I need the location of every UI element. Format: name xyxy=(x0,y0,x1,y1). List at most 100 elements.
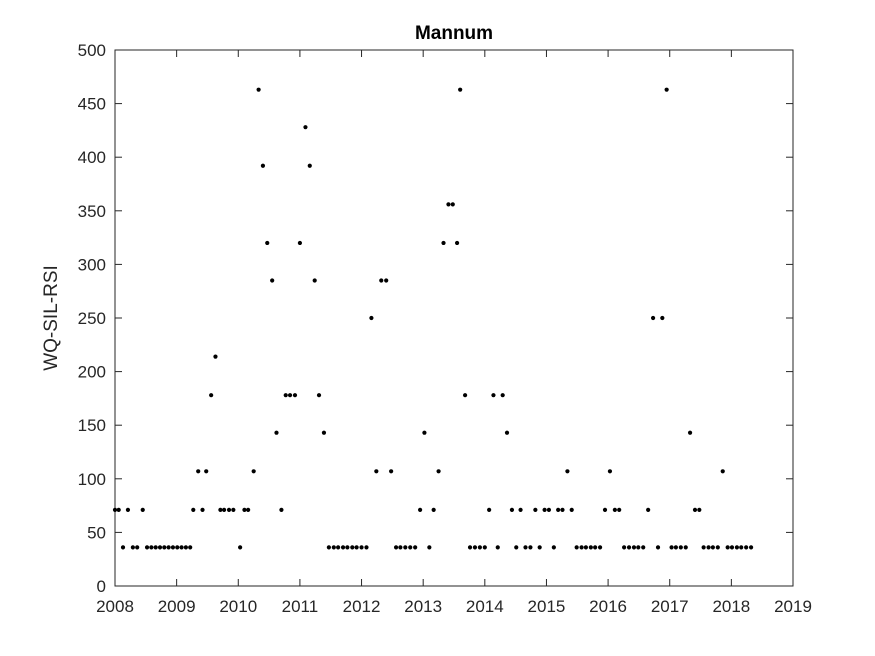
data-point xyxy=(270,278,275,283)
data-point xyxy=(350,545,355,550)
data-point xyxy=(660,315,665,321)
data-point xyxy=(583,545,589,550)
data-point xyxy=(436,469,441,474)
data-point xyxy=(450,202,455,207)
data-point xyxy=(389,469,394,474)
data-point xyxy=(297,240,303,246)
data-point xyxy=(398,545,403,550)
data-point xyxy=(354,545,359,550)
x-tick-label: 2009 xyxy=(158,597,196,616)
data-point xyxy=(140,507,145,512)
x-tick-label: 2008 xyxy=(96,597,134,616)
y-tick-label: 450 xyxy=(78,95,106,114)
data-point xyxy=(734,545,740,550)
data-point xyxy=(191,507,196,512)
plot-area xyxy=(114,49,794,587)
data-point xyxy=(246,507,251,512)
x-tick-label: 2011 xyxy=(282,597,319,616)
data-point xyxy=(664,87,669,92)
data-point xyxy=(221,507,227,512)
data-point xyxy=(500,393,505,398)
data-point xyxy=(144,545,150,550)
x-tick-label: 2010 xyxy=(219,597,257,616)
data-point xyxy=(588,545,593,550)
data-point xyxy=(551,545,556,550)
data-point xyxy=(458,87,463,92)
data-point xyxy=(646,507,651,512)
data-point xyxy=(597,545,603,550)
data-point xyxy=(384,278,389,283)
data-point xyxy=(238,545,243,550)
data-point xyxy=(157,545,163,550)
x-tick-label: 2018 xyxy=(712,597,750,616)
data-point xyxy=(179,545,184,550)
data-point xyxy=(715,545,720,550)
data-point xyxy=(607,469,613,474)
data-point xyxy=(116,507,121,512)
y-axis-label: WQ-SIL-RSI xyxy=(41,265,62,371)
data-point xyxy=(622,545,627,550)
data-point xyxy=(218,507,223,512)
data-point xyxy=(706,545,711,550)
data-point xyxy=(200,507,205,512)
data-point xyxy=(326,545,331,550)
data-point xyxy=(518,507,523,512)
data-point xyxy=(528,545,533,550)
data-point xyxy=(454,240,460,246)
data-point xyxy=(336,545,341,550)
data-point xyxy=(359,545,364,550)
data-point xyxy=(537,545,542,550)
data-point xyxy=(477,545,482,550)
data-point xyxy=(683,545,688,550)
data-point xyxy=(256,87,261,92)
data-point xyxy=(569,507,574,512)
data-point xyxy=(422,430,427,435)
data-point xyxy=(593,545,598,550)
data-point xyxy=(196,469,201,474)
data-point xyxy=(650,315,656,321)
data-point xyxy=(393,545,399,550)
data-point xyxy=(175,545,180,550)
data-point xyxy=(556,507,561,512)
data-point xyxy=(204,469,209,474)
data-point xyxy=(462,393,468,398)
x-tick-label: 2013 xyxy=(404,597,442,616)
data-point xyxy=(565,469,570,474)
data-point xyxy=(617,507,622,512)
y-tick-label: 200 xyxy=(78,363,106,382)
data-point xyxy=(345,545,350,550)
data-point xyxy=(242,507,247,512)
data-point xyxy=(321,430,327,435)
x-tick-label: 2016 xyxy=(589,597,627,616)
data-point xyxy=(509,507,515,512)
data-point xyxy=(626,545,632,550)
x-tick-label: 2012 xyxy=(343,597,381,616)
data-point xyxy=(427,545,432,550)
x-tick-label: 2015 xyxy=(528,597,566,616)
data-point xyxy=(701,545,706,550)
y-axis: 0 50 100 150 200 250 300 350 400 450 500 xyxy=(78,41,793,596)
data-point xyxy=(446,202,451,207)
data-point xyxy=(739,545,744,550)
data-point xyxy=(149,545,154,550)
data-point xyxy=(231,507,236,512)
data-point xyxy=(725,545,730,550)
y-tick-label: 100 xyxy=(78,470,106,489)
data-point xyxy=(226,507,232,512)
data-point xyxy=(209,393,214,398)
x-axis: 2008 2009 2010 2011 2012 2013 2014 2015 2016 2017… xyxy=(96,50,812,616)
data-point xyxy=(636,545,641,550)
y-tick-label: 0 xyxy=(97,577,106,596)
data-point xyxy=(542,507,547,512)
data-point xyxy=(135,545,140,550)
data-point xyxy=(162,545,167,550)
data-point xyxy=(431,507,436,512)
data-point xyxy=(130,545,135,550)
data-point xyxy=(655,545,661,550)
data-point xyxy=(331,545,336,550)
data-markers xyxy=(112,87,754,550)
data-point xyxy=(340,545,346,550)
data-point xyxy=(482,545,487,550)
data-point xyxy=(673,545,678,550)
